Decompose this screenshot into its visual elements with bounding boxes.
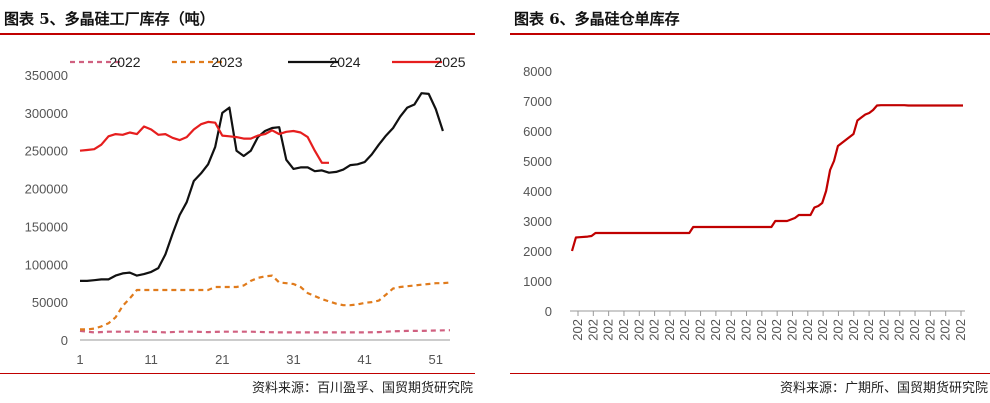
x-tick-label: 202 xyxy=(892,319,907,341)
chart-source: 资料来源：广期所、国贸期货研究院 xyxy=(779,381,988,396)
x-tick-label: 202 xyxy=(830,319,845,341)
x-tick-label: 202 xyxy=(631,319,646,341)
x-tick-label: 202 xyxy=(693,319,708,341)
y-tick-label: 5000 xyxy=(523,154,552,169)
series-line-2024 xyxy=(80,92,444,282)
y-tick-label: 0 xyxy=(545,304,552,319)
series-line-receipts xyxy=(570,104,963,252)
x-tick-label: 202 xyxy=(800,319,815,341)
y-tick-label: 8000 xyxy=(523,64,552,79)
x-tick-label: 202 xyxy=(769,319,784,341)
x-tick-label: 21 xyxy=(215,352,229,367)
x-tick-label: 202 xyxy=(708,319,723,341)
x-tick-label: 202 xyxy=(846,319,861,341)
source-rule xyxy=(0,373,475,374)
y-tick-label: 250000 xyxy=(25,144,68,159)
x-tick-label: 202 xyxy=(647,319,662,341)
title-rule xyxy=(0,33,475,35)
factory-inventory-chart: 0 50000 100000 150000 200000 250000 300000 3500… xyxy=(25,54,466,367)
chart-panel-warehouse-receipts: 图表 6、多晶硅仓单库存 0 1000 2000 3000 4000 5000 6000 70… xyxy=(510,0,990,403)
x-tick-label: 202 xyxy=(570,319,585,341)
y-tick-label: 200000 xyxy=(25,182,68,197)
x-tick-label: 202 xyxy=(754,319,769,341)
x-tick-label: 202 xyxy=(784,319,799,341)
x-tick-label: 1 xyxy=(76,352,83,367)
chart-title: 图表 5、多晶硅工厂库存（吨） xyxy=(4,10,215,28)
x-tick-label: 202 xyxy=(938,319,953,341)
x-tick-label: 202 xyxy=(662,319,677,341)
x-tick-label: 11 xyxy=(144,352,158,367)
x-tick-label: 202 xyxy=(677,319,692,341)
y-tick-label: 350000 xyxy=(25,68,68,83)
x-tick-label: 202 xyxy=(907,319,922,341)
x-tick-label: 202 xyxy=(616,319,631,341)
series-line-2022 xyxy=(79,329,451,334)
x-tick-label: 202 xyxy=(922,319,937,341)
x-tick-label: 202 xyxy=(739,319,754,341)
x-tick-label: 202 xyxy=(815,319,830,341)
source-rule xyxy=(510,373,990,374)
y-tick-label: 0 xyxy=(61,333,68,348)
y-tick-label: 4000 xyxy=(523,184,552,199)
y-tick-label: 6000 xyxy=(523,124,552,139)
title-rule xyxy=(510,33,990,35)
series-line-2023 xyxy=(80,274,451,331)
y-tick-label: 7000 xyxy=(523,94,552,109)
y-tick-label: 2000 xyxy=(523,244,552,259)
series-line-2025 xyxy=(79,120,329,164)
chart-panel-factory-inventory: 图表 5、多晶硅工厂库存（吨） 0 50000 100000 150000 200000… xyxy=(0,0,475,403)
y-tick-label: 3000 xyxy=(523,214,552,229)
x-tick-label: 202 xyxy=(876,319,891,341)
x-tick-label: 202 xyxy=(585,319,600,341)
x-tick-label: 202 xyxy=(601,319,616,341)
legend-label-2022: 2022 xyxy=(109,54,140,70)
legend-label-2024: 2024 xyxy=(329,54,360,70)
x-tick-label: 51 xyxy=(429,352,443,367)
y-tick-label: 1000 xyxy=(523,274,552,289)
y-tick-label: 150000 xyxy=(25,219,68,234)
legend-label-2023: 2023 xyxy=(211,54,242,70)
x-tick-label: 31 xyxy=(286,352,300,367)
x-tick-label: 202 xyxy=(861,319,876,341)
x-tick-label: 41 xyxy=(357,352,371,367)
y-tick-label: 100000 xyxy=(25,257,68,272)
chart-title: 图表 6、多晶硅仓单库存 xyxy=(514,10,680,28)
x-tick-label: 202 xyxy=(953,319,968,341)
x-tick-label: 202 xyxy=(723,319,738,341)
y-tick-label: 300000 xyxy=(25,106,68,121)
chart-source: 资料来源：百川盈孚、国贸期货研究院 xyxy=(251,381,473,396)
y-tick-label: 50000 xyxy=(32,295,68,310)
legend-label-2025: 2025 xyxy=(434,54,465,70)
